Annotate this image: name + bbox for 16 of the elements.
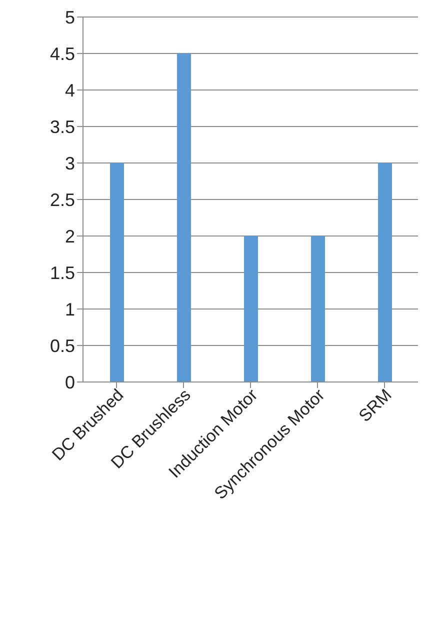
bar xyxy=(244,236,258,382)
y-tick-label: 0.5 xyxy=(50,336,75,356)
bar xyxy=(311,236,325,382)
y-tick-label: 3 xyxy=(64,153,75,174)
y-tick-label: 0 xyxy=(64,372,75,392)
y-tick-label: 2 xyxy=(64,226,75,246)
bar xyxy=(177,54,191,382)
y-tick-label: 1 xyxy=(64,299,75,320)
bar xyxy=(378,163,392,382)
bar xyxy=(110,163,124,382)
y-tick-label: 2.5 xyxy=(50,190,75,210)
y-tick-label: 3.5 xyxy=(50,116,75,137)
y-tick-label: 5 xyxy=(64,7,75,28)
y-tick-label: 4 xyxy=(64,80,75,100)
y-tick-label: 1.5 xyxy=(50,262,75,283)
y-tick-label: 4.5 xyxy=(50,44,75,64)
